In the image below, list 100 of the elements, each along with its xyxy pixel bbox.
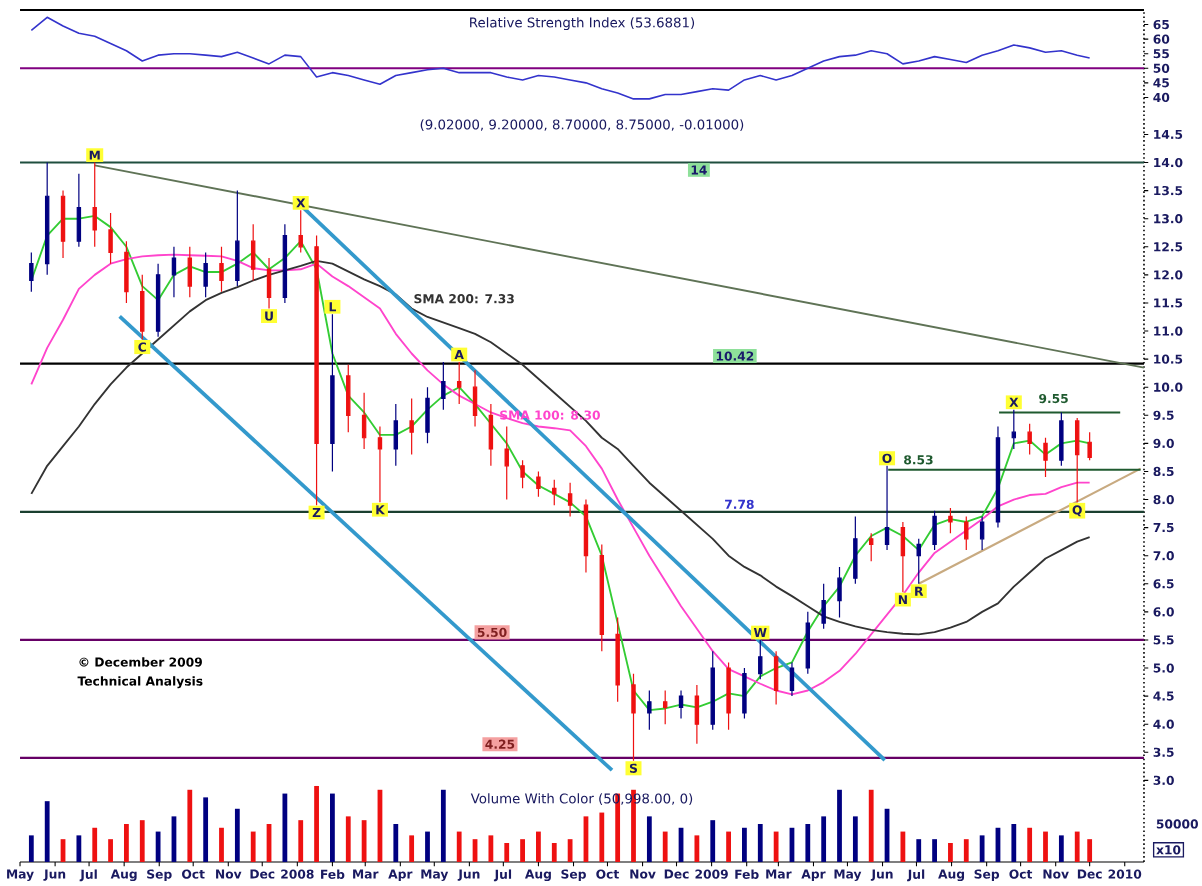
candlestick (1087, 431, 1092, 461)
bar (203, 797, 209, 862)
candlestick (488, 403, 494, 467)
candlestick (647, 689, 652, 731)
candlestick (567, 482, 573, 517)
candlestick (250, 223, 256, 282)
candlestick (1043, 437, 1048, 478)
bar (900, 831, 906, 862)
bar (250, 831, 256, 862)
candlestick (282, 223, 288, 304)
bar (821, 816, 827, 862)
bar (92, 827, 98, 862)
bar (742, 827, 747, 862)
candlestick (1027, 423, 1032, 456)
bar (757, 823, 763, 862)
candlestick (900, 521, 906, 593)
bar (155, 831, 161, 862)
candlestick (1074, 417, 1080, 503)
bar (425, 831, 430, 862)
candlestick (29, 251, 34, 293)
candlestick (520, 459, 525, 489)
candlestick (456, 361, 462, 405)
candlestick (441, 361, 446, 411)
candlestick (853, 515, 858, 585)
bar (1074, 831, 1080, 862)
bar (219, 827, 224, 862)
candlestick (694, 684, 700, 745)
candlestick (964, 515, 969, 551)
bar (456, 831, 462, 862)
candlestick (377, 425, 383, 503)
candlestick (726, 661, 731, 731)
candlestick (108, 212, 113, 265)
candlestick (995, 425, 1001, 529)
bar (187, 789, 193, 862)
bar (76, 835, 82, 862)
candlestick (773, 650, 779, 706)
candlestick (805, 611, 811, 675)
candlestick (219, 246, 224, 293)
bar (124, 823, 129, 862)
bar (773, 831, 779, 862)
bar (298, 820, 304, 862)
candlestick (868, 532, 874, 562)
candlestick (298, 209, 303, 253)
candlestick (235, 190, 240, 287)
candlestick (76, 173, 82, 248)
bar (536, 831, 541, 862)
bar (139, 820, 145, 862)
candlestick (266, 257, 272, 310)
candlestick (758, 639, 763, 680)
candlestick (678, 689, 684, 720)
bar (726, 831, 731, 862)
candlestick (948, 507, 953, 534)
candlestick (60, 190, 66, 259)
bar (948, 842, 953, 862)
candlestick (631, 673, 636, 762)
bar (1058, 835, 1064, 862)
candlestick (346, 364, 351, 433)
candlestick (916, 538, 921, 585)
bar (710, 820, 716, 862)
bar (361, 820, 367, 862)
bar (599, 812, 605, 862)
bar (805, 823, 811, 862)
candlestick (536, 470, 541, 498)
candlestick (187, 246, 193, 298)
candlestick (393, 403, 399, 467)
bar (837, 789, 842, 862)
candlestick (472, 369, 478, 428)
candlestick (552, 479, 557, 506)
bar (108, 839, 113, 862)
bar (1027, 827, 1033, 862)
candlestick (710, 650, 715, 731)
bar (852, 816, 858, 862)
candlestick (932, 510, 937, 551)
candlestick (789, 661, 795, 697)
candlestick (504, 425, 509, 501)
candlestick (884, 465, 890, 551)
candlestick (662, 689, 668, 725)
candlestick (203, 251, 208, 298)
candlestick (425, 386, 430, 444)
bar (1087, 839, 1093, 862)
bar (345, 816, 351, 862)
candlestick (124, 240, 129, 304)
candlestick (140, 274, 145, 341)
candlestick (361, 392, 367, 450)
candlestick (171, 246, 177, 298)
candlestick (330, 313, 335, 473)
candlestick (155, 263, 161, 338)
bar (932, 839, 937, 862)
bar (662, 831, 668, 862)
candlestick (409, 397, 414, 456)
candlestick (314, 234, 319, 506)
bar (963, 839, 969, 862)
bar (504, 842, 510, 862)
bar (1011, 823, 1017, 862)
candlestick (1059, 411, 1064, 467)
candlestick (837, 566, 842, 619)
candlestick (44, 161, 50, 276)
bar (393, 823, 399, 862)
bar (488, 835, 494, 862)
bar (916, 839, 922, 862)
